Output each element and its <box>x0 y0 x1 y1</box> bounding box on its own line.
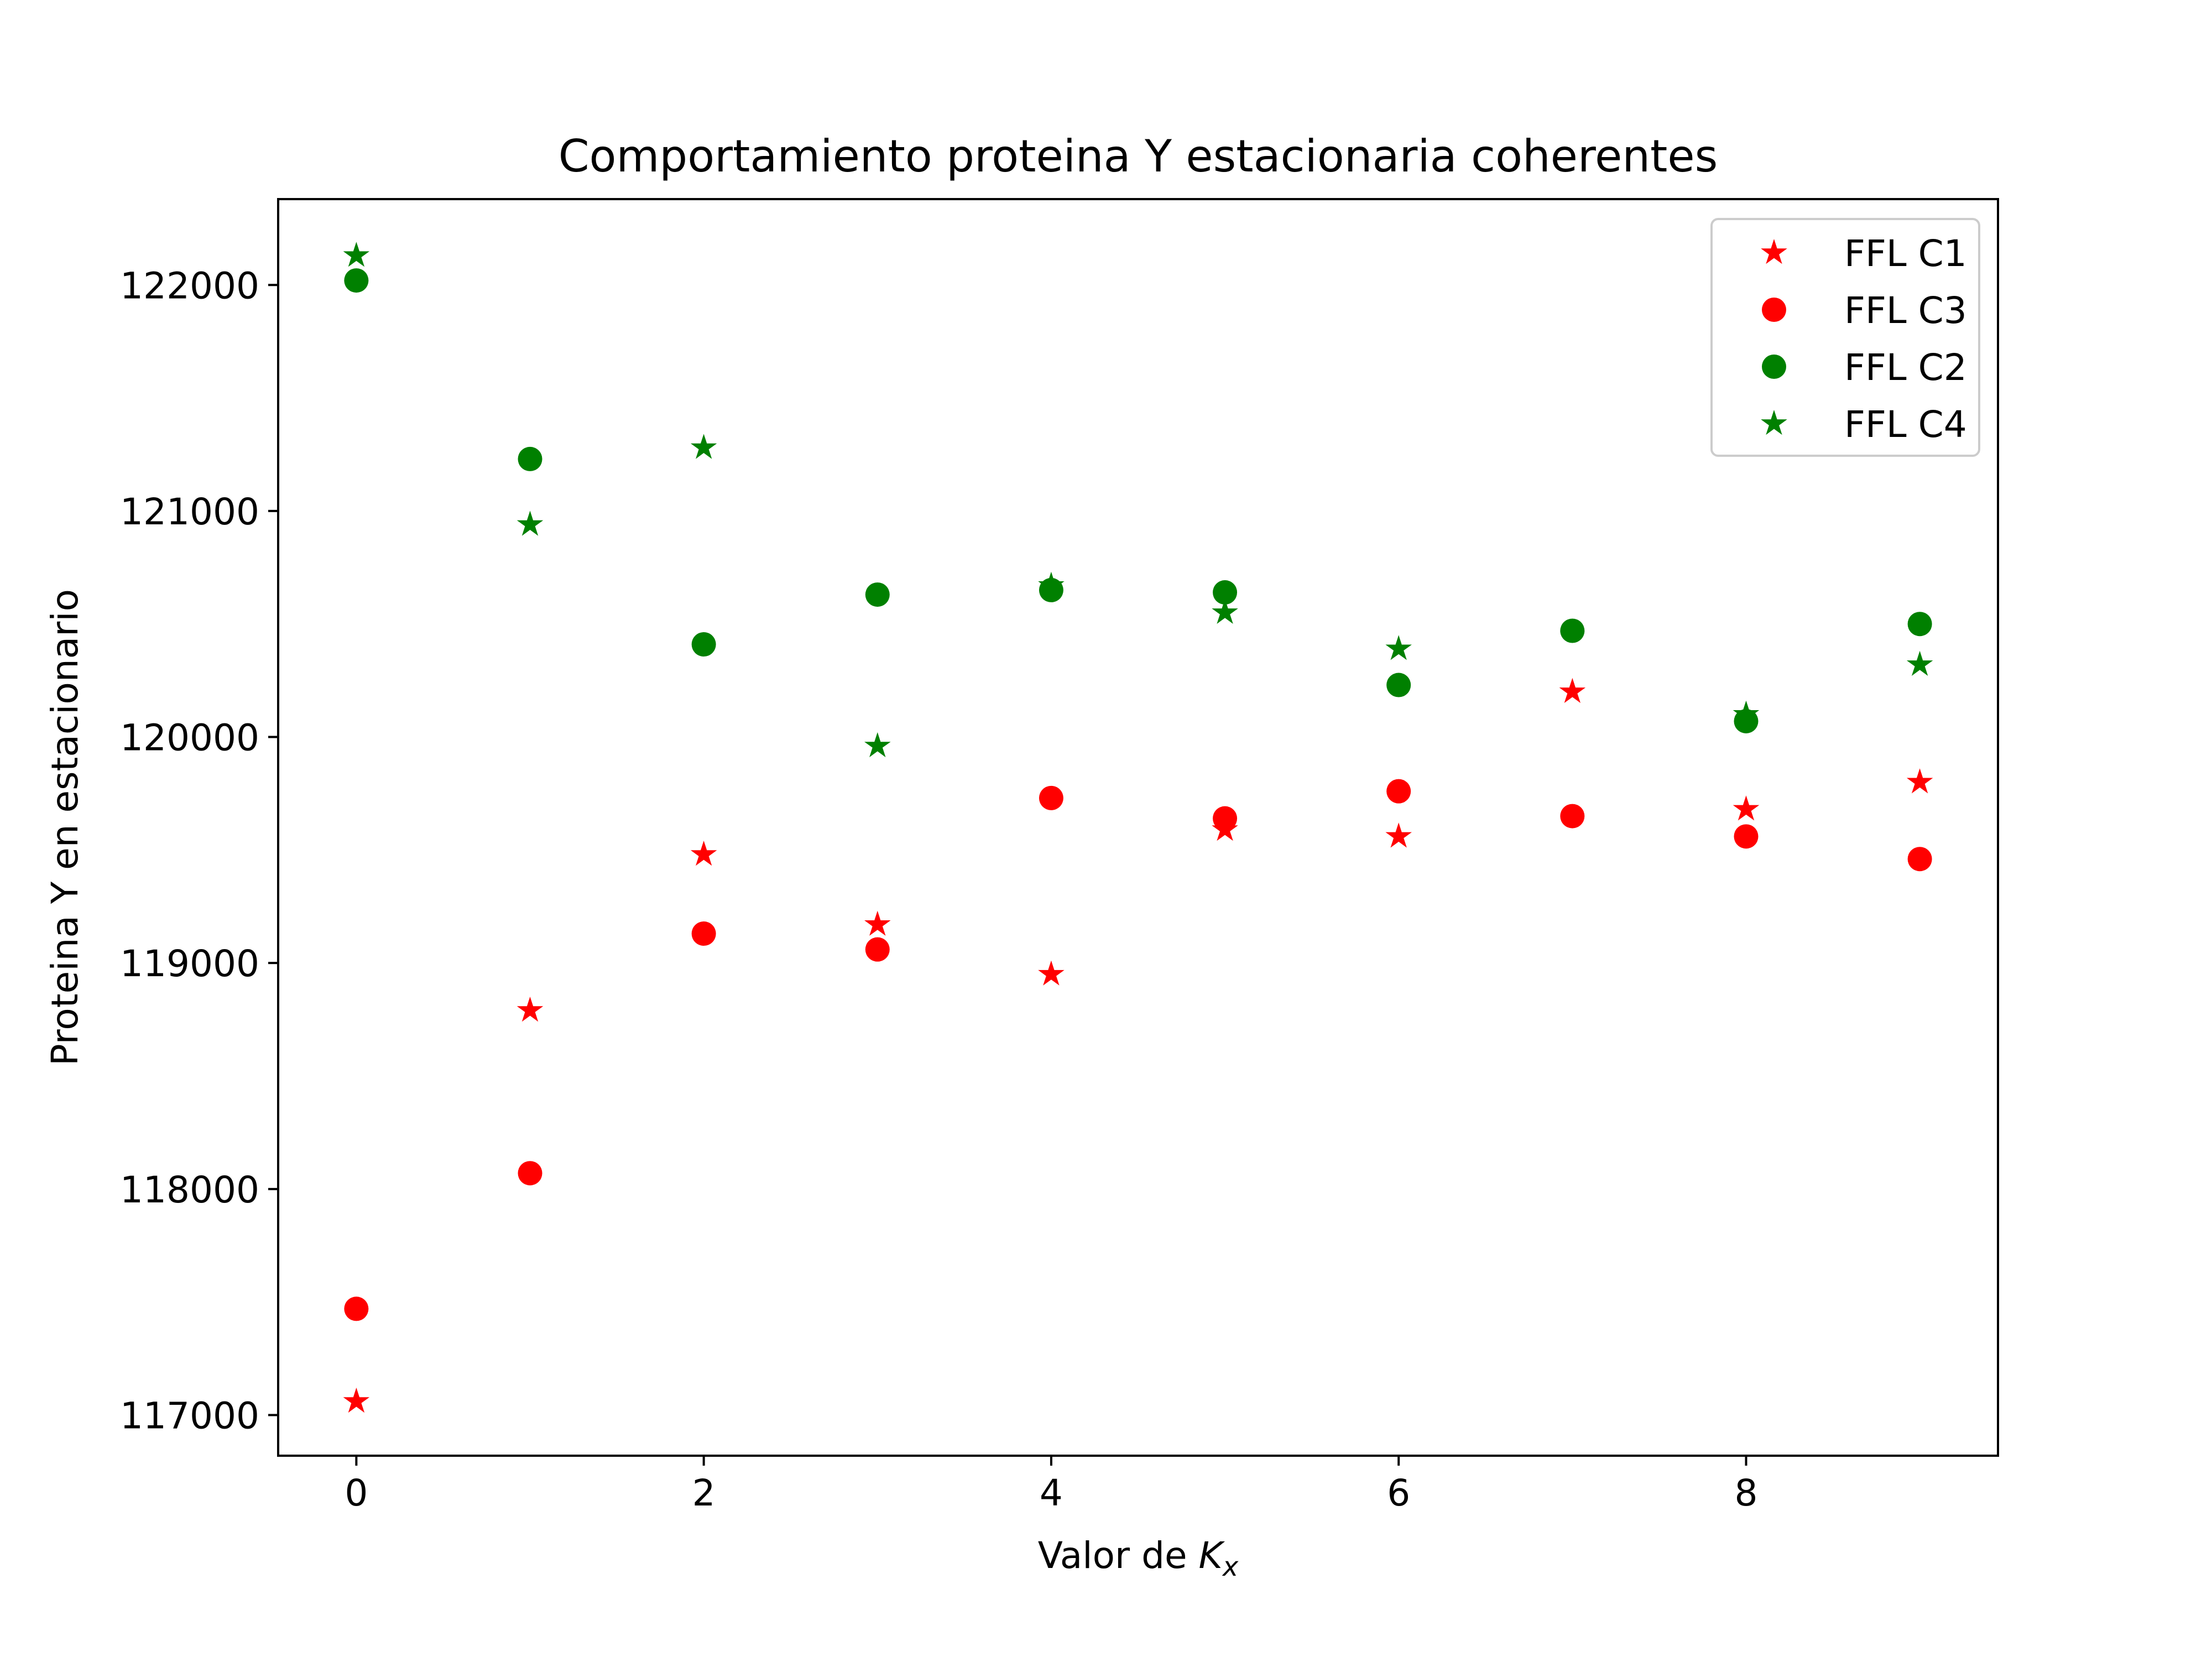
x-axis-label: Valor de Kx <box>1038 1534 1239 1582</box>
legend-frame <box>1710 218 1980 457</box>
data-point-ffl-c1 <box>1385 822 1412 848</box>
data-point-ffl-c2 <box>691 632 716 657</box>
plot-frame <box>277 198 1999 1457</box>
data-point-ffl-c3 <box>1213 806 1238 831</box>
data-point-ffl-c3 <box>1907 847 1932 872</box>
x-tick-label: 0 <box>345 1472 368 1514</box>
y-tick-label: 117000 <box>120 1394 259 1437</box>
data-point-ffl-c4 <box>517 510 544 536</box>
data-point-ffl-c1 <box>1038 960 1065 986</box>
legend-label-ffl-c3: FFL C3 <box>1844 289 1967 332</box>
y-tick-label: 119000 <box>120 942 259 985</box>
chart-title: Comportamiento proteina Y estacionaria c… <box>559 131 1718 182</box>
data-point-ffl-c4 <box>343 242 370 267</box>
y-tick-label: 120000 <box>120 717 259 759</box>
data-point-ffl-c2 <box>1386 673 1411 697</box>
data-point-ffl-c3 <box>518 1161 542 1186</box>
x-axis-label-symbol: K <box>1199 1534 1225 1577</box>
legend-label-ffl-c4: FFL C4 <box>1844 403 1967 446</box>
y-axis-ticks: 117000 118000 119000 120000 121000 122000 <box>120 264 278 1437</box>
x-tick-label: 4 <box>1040 1472 1063 1514</box>
x-tick-label: 2 <box>692 1472 716 1514</box>
series-ffl-c1 <box>343 678 1933 1413</box>
data-point-ffl-c4 <box>1906 650 1933 676</box>
data-point-ffl-c3 <box>1039 785 1063 810</box>
legend: FFL C1 FFL C3 FFL C2 FFL C4 <box>1710 218 1980 457</box>
y-tick-label: 118000 <box>120 1169 259 1211</box>
data-point-ffl-c1 <box>517 997 544 1022</box>
data-point-ffl-c3 <box>1386 779 1411 804</box>
x-axis-ticks: 0 2 4 6 8 <box>345 1456 1757 1514</box>
data-point-ffl-c4 <box>1212 598 1238 624</box>
series-ffl-c3 <box>344 779 1932 1321</box>
x-axis-label-text: Valor de <box>1038 1534 1199 1577</box>
data-point-ffl-c3 <box>691 921 716 946</box>
data-point-ffl-c1 <box>1733 795 1760 821</box>
data-point-ffl-c1 <box>1906 768 1933 794</box>
data-point-ffl-c3 <box>865 937 890 962</box>
data-point-ffl-c2 <box>1907 612 1932 637</box>
legend-marker-ffl-c4 <box>1761 410 1787 435</box>
y-tick-label: 121000 <box>120 491 259 533</box>
data-point-ffl-c4 <box>1733 700 1760 726</box>
data-point-ffl-c1 <box>343 1387 370 1413</box>
data-point-ffl-c4 <box>864 732 891 758</box>
legend-marker-ffl-c1 <box>1761 239 1787 264</box>
data-point-ffl-c3 <box>1560 804 1585 829</box>
data-point-ffl-c3 <box>1734 824 1759 849</box>
data-point-ffl-c4 <box>1038 571 1065 597</box>
data-point-ffl-c2 <box>865 582 890 607</box>
data-point-ffl-c2 <box>1213 580 1238 605</box>
data-point-ffl-c3 <box>344 1296 369 1321</box>
legend-label-ffl-c2: FFL C2 <box>1844 346 1967 389</box>
x-tick-label: 8 <box>1734 1472 1757 1514</box>
data-point-ffl-c1 <box>1559 678 1586 703</box>
data-point-ffl-c2 <box>1560 618 1585 643</box>
data-point-ffl-c4 <box>690 434 717 459</box>
legend-label-ffl-c1: FFL C1 <box>1844 232 1967 275</box>
data-points <box>343 242 1933 1413</box>
data-point-ffl-c2 <box>344 268 369 293</box>
data-point-ffl-c2 <box>518 446 542 471</box>
legend-marker-ffl-c3 <box>1762 298 1786 322</box>
legend-marker-ffl-c2 <box>1762 355 1786 379</box>
y-axis-label: Proteina Y en estacionario <box>44 589 86 1066</box>
y-tick-label: 122000 <box>120 264 259 307</box>
data-point-ffl-c1 <box>864 910 891 936</box>
series-ffl-c4 <box>343 242 1933 758</box>
x-axis-label-subscript: x <box>1222 1551 1239 1582</box>
data-point-ffl-c4 <box>1385 635 1412 660</box>
x-tick-label: 6 <box>1387 1472 1410 1514</box>
data-point-ffl-c1 <box>690 841 717 866</box>
